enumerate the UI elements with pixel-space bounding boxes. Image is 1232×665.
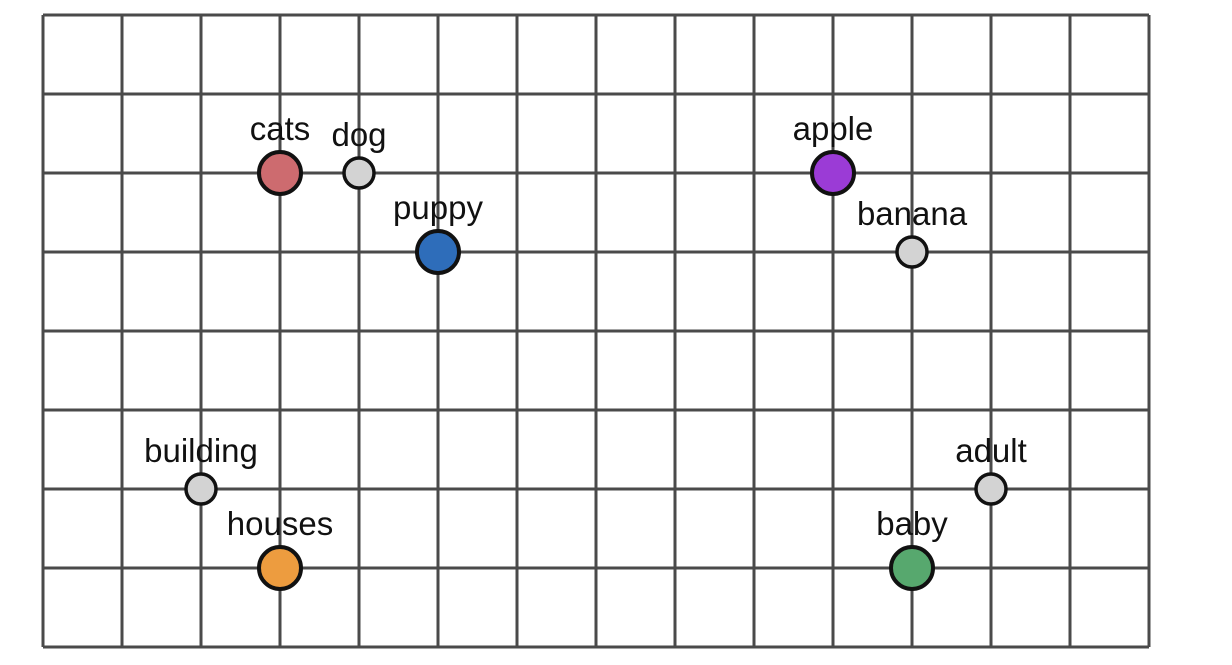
point-dog: dog: [331, 116, 387, 190]
grid: [41, 13, 1151, 649]
point-building: building: [144, 432, 258, 506]
point-marker: [342, 156, 376, 190]
point-label: puppy: [393, 189, 483, 226]
point-label: banana: [857, 195, 968, 232]
point-label: cats: [250, 110, 311, 147]
point-label: houses: [227, 505, 333, 542]
point-marker: [257, 150, 303, 196]
point-marker: [810, 150, 856, 196]
point-banana: banana: [857, 195, 968, 269]
point-marker: [184, 472, 218, 506]
point-marker: [889, 545, 935, 591]
point-label: baby: [876, 505, 948, 542]
point-cats: cats: [250, 110, 311, 196]
point-marker: [974, 472, 1008, 506]
point-label: apple: [793, 110, 874, 147]
point-label: dog: [331, 116, 386, 153]
point-label: building: [144, 432, 258, 469]
point-apple: apple: [793, 110, 874, 196]
point-baby: baby: [876, 505, 948, 591]
point-marker: [257, 545, 303, 591]
point-marker: [415, 229, 461, 275]
point-adult: adult: [955, 432, 1027, 506]
point-houses: houses: [227, 505, 333, 591]
point-puppy: puppy: [393, 189, 483, 275]
point-label: adult: [955, 432, 1027, 469]
point-marker: [895, 235, 929, 269]
